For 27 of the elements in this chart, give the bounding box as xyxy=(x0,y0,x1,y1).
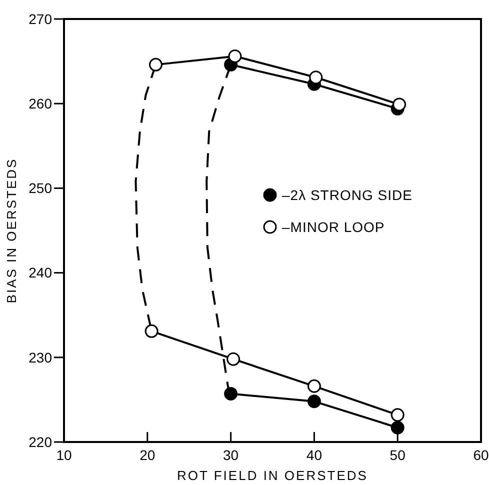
x-tick-label: 30 xyxy=(223,447,239,463)
point xyxy=(144,324,158,338)
y-axis-title: BIAS IN OERSTEDS xyxy=(4,158,19,304)
point xyxy=(390,408,404,422)
legend-label: –MINOR LOOP xyxy=(282,218,385,235)
point xyxy=(148,58,162,72)
x-axis-title: ROT FIELD IN OERSTEDS xyxy=(177,468,368,483)
point xyxy=(309,70,323,84)
x-tick-label: 50 xyxy=(390,447,406,463)
point xyxy=(307,394,321,408)
x-tick-label: 40 xyxy=(306,447,322,463)
y-tick-label: 240 xyxy=(28,264,52,281)
y-tick-label: 260 xyxy=(28,96,52,112)
point xyxy=(307,379,321,393)
x-tick-label: 10 xyxy=(56,447,72,463)
x-tick-label: 20 xyxy=(140,447,156,463)
point xyxy=(390,420,404,434)
y-tick-label: 250 xyxy=(28,180,52,196)
y-tick-label: 230 xyxy=(28,349,52,366)
legend-label: –2λ STRONG SIDE xyxy=(282,186,412,203)
y-tick-label: 220 xyxy=(28,434,52,450)
point xyxy=(228,49,242,63)
x-tick-label: 60 xyxy=(473,447,489,463)
point xyxy=(392,98,406,112)
point xyxy=(226,352,240,366)
point xyxy=(224,387,238,401)
y-tick-label: 270 xyxy=(28,10,52,27)
